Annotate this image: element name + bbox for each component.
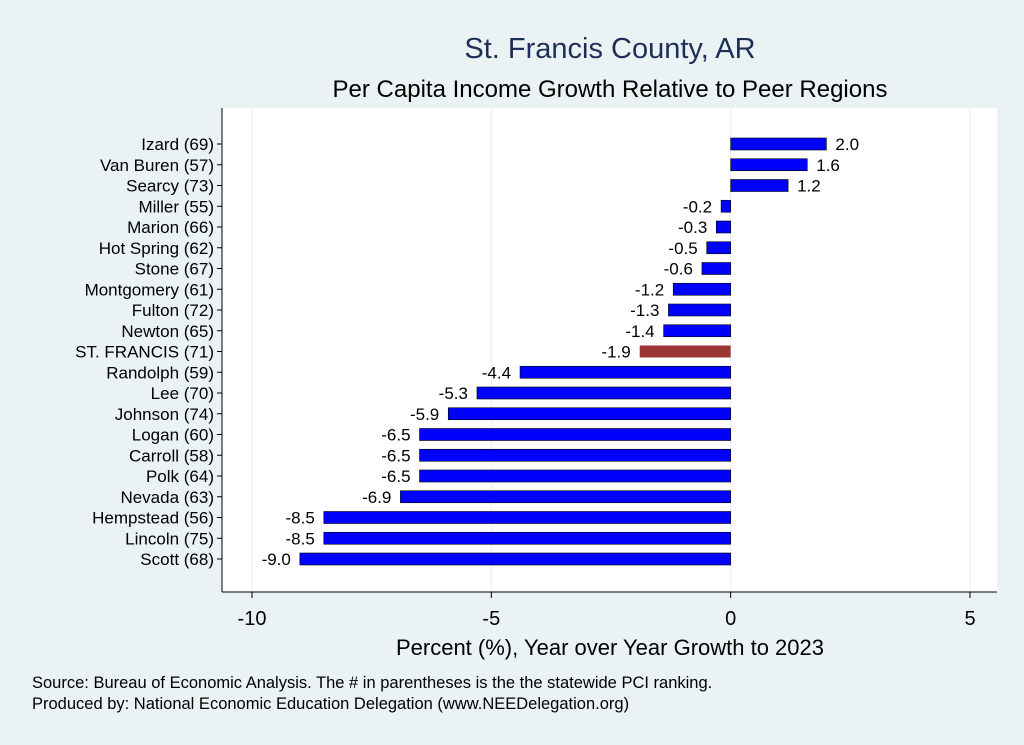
bars: [299, 137, 827, 566]
category-label: Izard (69): [141, 135, 214, 154]
value-label: -8.5: [286, 529, 315, 548]
category-label: Fulton (72): [132, 301, 214, 320]
category-label: Nevada (63): [120, 488, 214, 507]
category-label: Randolph (59): [106, 363, 214, 382]
category-label: ST. FRANCIS (71): [75, 343, 214, 362]
value-label: -5.3: [439, 384, 468, 403]
value-label: -0.6: [664, 260, 693, 279]
bar: [668, 303, 731, 317]
x-ticks: -10 -5 0 5: [238, 592, 976, 630]
x-axis-label: Percent (%), Year over Year Growth to 20…: [396, 635, 824, 660]
produced-by-note: Produced by: National Economic Education…: [32, 695, 629, 713]
value-label: -5.9: [410, 405, 439, 424]
category-label: Searcy (73): [126, 177, 214, 196]
bar: [299, 552, 731, 566]
value-label: -1.3: [630, 301, 659, 320]
source-note: Source: Bureau of Economic Analysis. The…: [32, 674, 712, 692]
bar: [720, 199, 731, 213]
category-label: Newton (65): [121, 322, 214, 341]
value-label: -1.2: [635, 280, 664, 299]
category-label: Polk (64): [146, 467, 214, 486]
bar-highlight: [639, 345, 731, 358]
value-label: 2.0: [835, 135, 859, 154]
x-tick-label: -5: [482, 608, 500, 630]
value-label: -0.2: [683, 197, 712, 216]
category-label: Montgomery (61): [85, 280, 214, 299]
bar: [419, 469, 731, 483]
bar: [730, 158, 808, 172]
value-labels: 2.0 1.6 1.2 -0.2 -0.3 -0.5 -0.6-1.2 -1.3 -1.4 -1.…: [262, 135, 859, 569]
value-label: -9.0: [262, 550, 291, 569]
category-label: Logan (60): [132, 426, 214, 445]
bar: [663, 324, 731, 338]
category-label: Johnson (74): [115, 405, 214, 424]
x-tick-label: -10: [238, 608, 267, 630]
value-label: 1.6: [816, 156, 840, 175]
chart-title: St. Francis County, AR: [464, 33, 755, 65]
bar: [323, 531, 731, 545]
bar: [323, 511, 731, 524]
bar: [716, 220, 731, 234]
category-label: Miller (55): [138, 197, 214, 216]
value-label: -0.5: [668, 239, 697, 258]
bar: [419, 448, 731, 462]
bar: [476, 386, 731, 400]
value-label: -6.9: [362, 488, 391, 507]
bar: [519, 365, 731, 379]
bar: [447, 407, 731, 421]
chart-subtitle: Per Capita Income Growth Relative to Pee…: [333, 76, 888, 103]
value-label: -8.5: [286, 509, 315, 528]
value-label: -6.5: [381, 446, 410, 465]
x-tick-label: 0: [725, 608, 736, 630]
bar: [701, 262, 731, 275]
bar: [419, 428, 731, 441]
category-label: Carroll (58): [129, 446, 214, 465]
category-label: Lincoln (75): [125, 529, 214, 548]
value-label: -4.4: [482, 363, 511, 382]
category-label: Van Buren (57): [100, 156, 214, 175]
value-label: -1.4: [625, 322, 654, 341]
category-label: Stone (67): [135, 260, 214, 279]
category-label: Hempstead (56): [92, 509, 214, 528]
value-label: -6.5: [381, 426, 410, 445]
category-label: Scott (68): [140, 550, 214, 569]
category-label: Hot Spring (62): [99, 239, 214, 258]
category-label: Marion (66): [127, 218, 214, 237]
category-label: Lee (70): [151, 384, 214, 403]
bar: [706, 241, 731, 255]
value-label: -0.3: [678, 218, 707, 237]
category-labels: Izard (69) Van Buren (57) Searcy (73)Mille…: [75, 135, 222, 569]
x-tick-label: 5: [964, 608, 975, 630]
value-label: -6.5: [381, 467, 410, 486]
value-label: 1.2: [797, 177, 821, 196]
bar: [400, 490, 731, 504]
bar: [672, 282, 731, 296]
value-label: -1.9: [601, 343, 630, 362]
bar: [730, 179, 789, 192]
bar: [730, 137, 827, 151]
